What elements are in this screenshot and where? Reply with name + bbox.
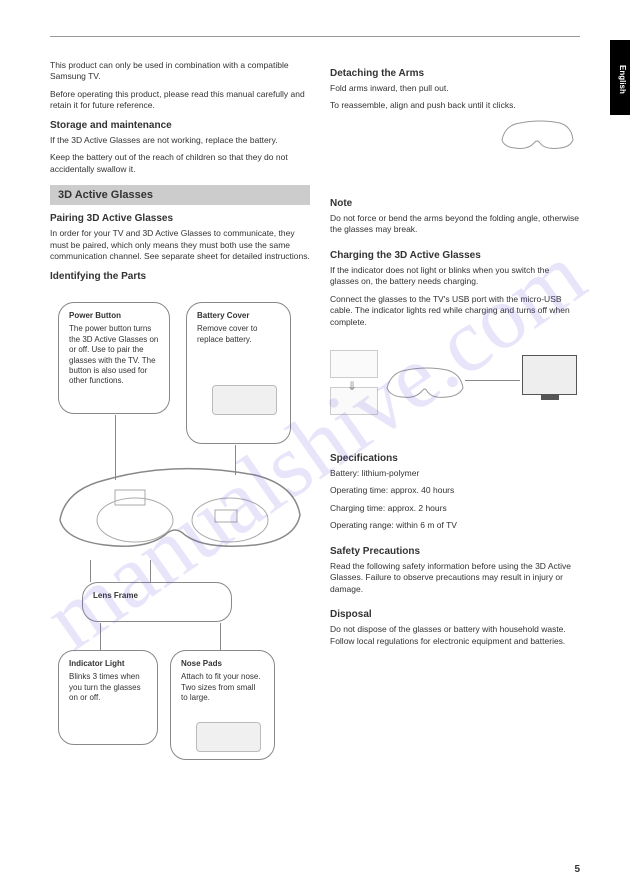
connector-detail-1: [330, 350, 378, 378]
callout-power-title: Power Button: [69, 311, 159, 321]
note-body: Do not force or bend the arms beyond the…: [330, 213, 580, 236]
safety-heading: Safety Precautions: [330, 546, 580, 557]
arms-text-1: Fold arms inward, then pull out.: [330, 83, 580, 94]
pairing-body: In order for your TV and 3D Active Glass…: [50, 228, 310, 262]
callout-led-body: Blinks 3 times when you turn the glasses…: [69, 672, 147, 703]
glasses-diagram: [55, 450, 305, 570]
leader-line: [235, 445, 236, 475]
charging-diagram: ⇓: [330, 345, 580, 425]
pairing-heading: Pairing 3D Active Glasses: [50, 213, 310, 224]
storage-text-1: If the 3D Active Glasses are not working…: [50, 135, 310, 146]
pads-illustration: [196, 722, 261, 752]
right-column: Detaching the Arms Fold arms inward, the…: [330, 60, 580, 118]
intro-text-2: Before operating this product, please re…: [50, 89, 310, 112]
side-tab-label: English: [618, 65, 627, 94]
safety-body: Read the following safety information be…: [330, 561, 580, 595]
callout-power: Power Button The power button turns the …: [58, 302, 170, 414]
leader-line: [150, 560, 151, 582]
leader-line: [100, 623, 101, 650]
leader-line: [115, 415, 116, 480]
battery-illustration: [212, 385, 277, 415]
spec-2: Operating time: approx. 40 hours: [330, 485, 580, 496]
callout-pads-body: Attach to fit your nose. Two sizes from …: [181, 672, 264, 703]
callout-battery-body: Remove cover to replace battery.: [197, 324, 280, 345]
callout-pads: Nose Pads Attach to fit your nose. Two s…: [170, 650, 275, 760]
disposal-heading: Disposal: [330, 609, 580, 620]
arms-text-2: To reassemble, align and push back until…: [330, 100, 580, 111]
callout-led: Indicator Light Blinks 3 times when you …: [58, 650, 158, 745]
callout-lens-title: Lens Frame: [93, 591, 221, 601]
charge-text-1: If the indicator does not light or blink…: [330, 265, 580, 288]
page-number: 5: [574, 864, 580, 875]
disposal-body: Do not dispose of the glasses or battery…: [330, 624, 580, 647]
callout-battery-title: Battery Cover: [197, 311, 280, 321]
callout-lens: Lens Frame: [82, 582, 232, 622]
callout-battery: Battery Cover Remove cover to replace ba…: [186, 302, 291, 444]
diagram-heading: Identifying the Parts: [50, 271, 310, 282]
section-title: 3D Active Glasses: [50, 185, 310, 205]
tv-illustration: [522, 355, 577, 395]
intro-text-1: This product can only be used in combina…: [50, 60, 310, 83]
spec-heading: Specifications: [330, 453, 580, 464]
callout-pads-title: Nose Pads: [181, 659, 264, 669]
callout-power-body: The power button turns the 3D Active Gla…: [69, 324, 159, 386]
divider-top: [50, 36, 580, 37]
glasses-small-illustration: [500, 115, 575, 155]
storage-heading: Storage and maintenance: [50, 120, 310, 131]
spec-1: Battery: lithium-polymer: [330, 468, 580, 479]
right-column-spec: Specifications Battery: lithium-polymer …: [330, 445, 580, 653]
cable-line: [465, 380, 520, 381]
left-column: This product can only be used in combina…: [50, 60, 310, 286]
arrow-down-icon: ⇓: [347, 379, 357, 393]
storage-text-2: Keep the battery out of the reach of chi…: [50, 152, 310, 175]
charge-heading: Charging the 3D Active Glasses: [330, 250, 580, 261]
glasses-with-cable: [385, 360, 465, 405]
note-title: Note: [330, 198, 580, 209]
spec-3: Charging time: approx. 2 hours: [330, 503, 580, 514]
spec-4: Operating range: within 6 m of TV: [330, 520, 580, 531]
right-column-note: Note Do not force or bend the arms beyon…: [330, 190, 580, 334]
charge-text-2: Connect the glasses to the TV's USB port…: [330, 294, 580, 328]
leader-line: [220, 623, 221, 650]
arms-heading: Detaching the Arms: [330, 68, 580, 79]
leader-line: [90, 560, 91, 582]
callout-led-title: Indicator Light: [69, 659, 147, 669]
